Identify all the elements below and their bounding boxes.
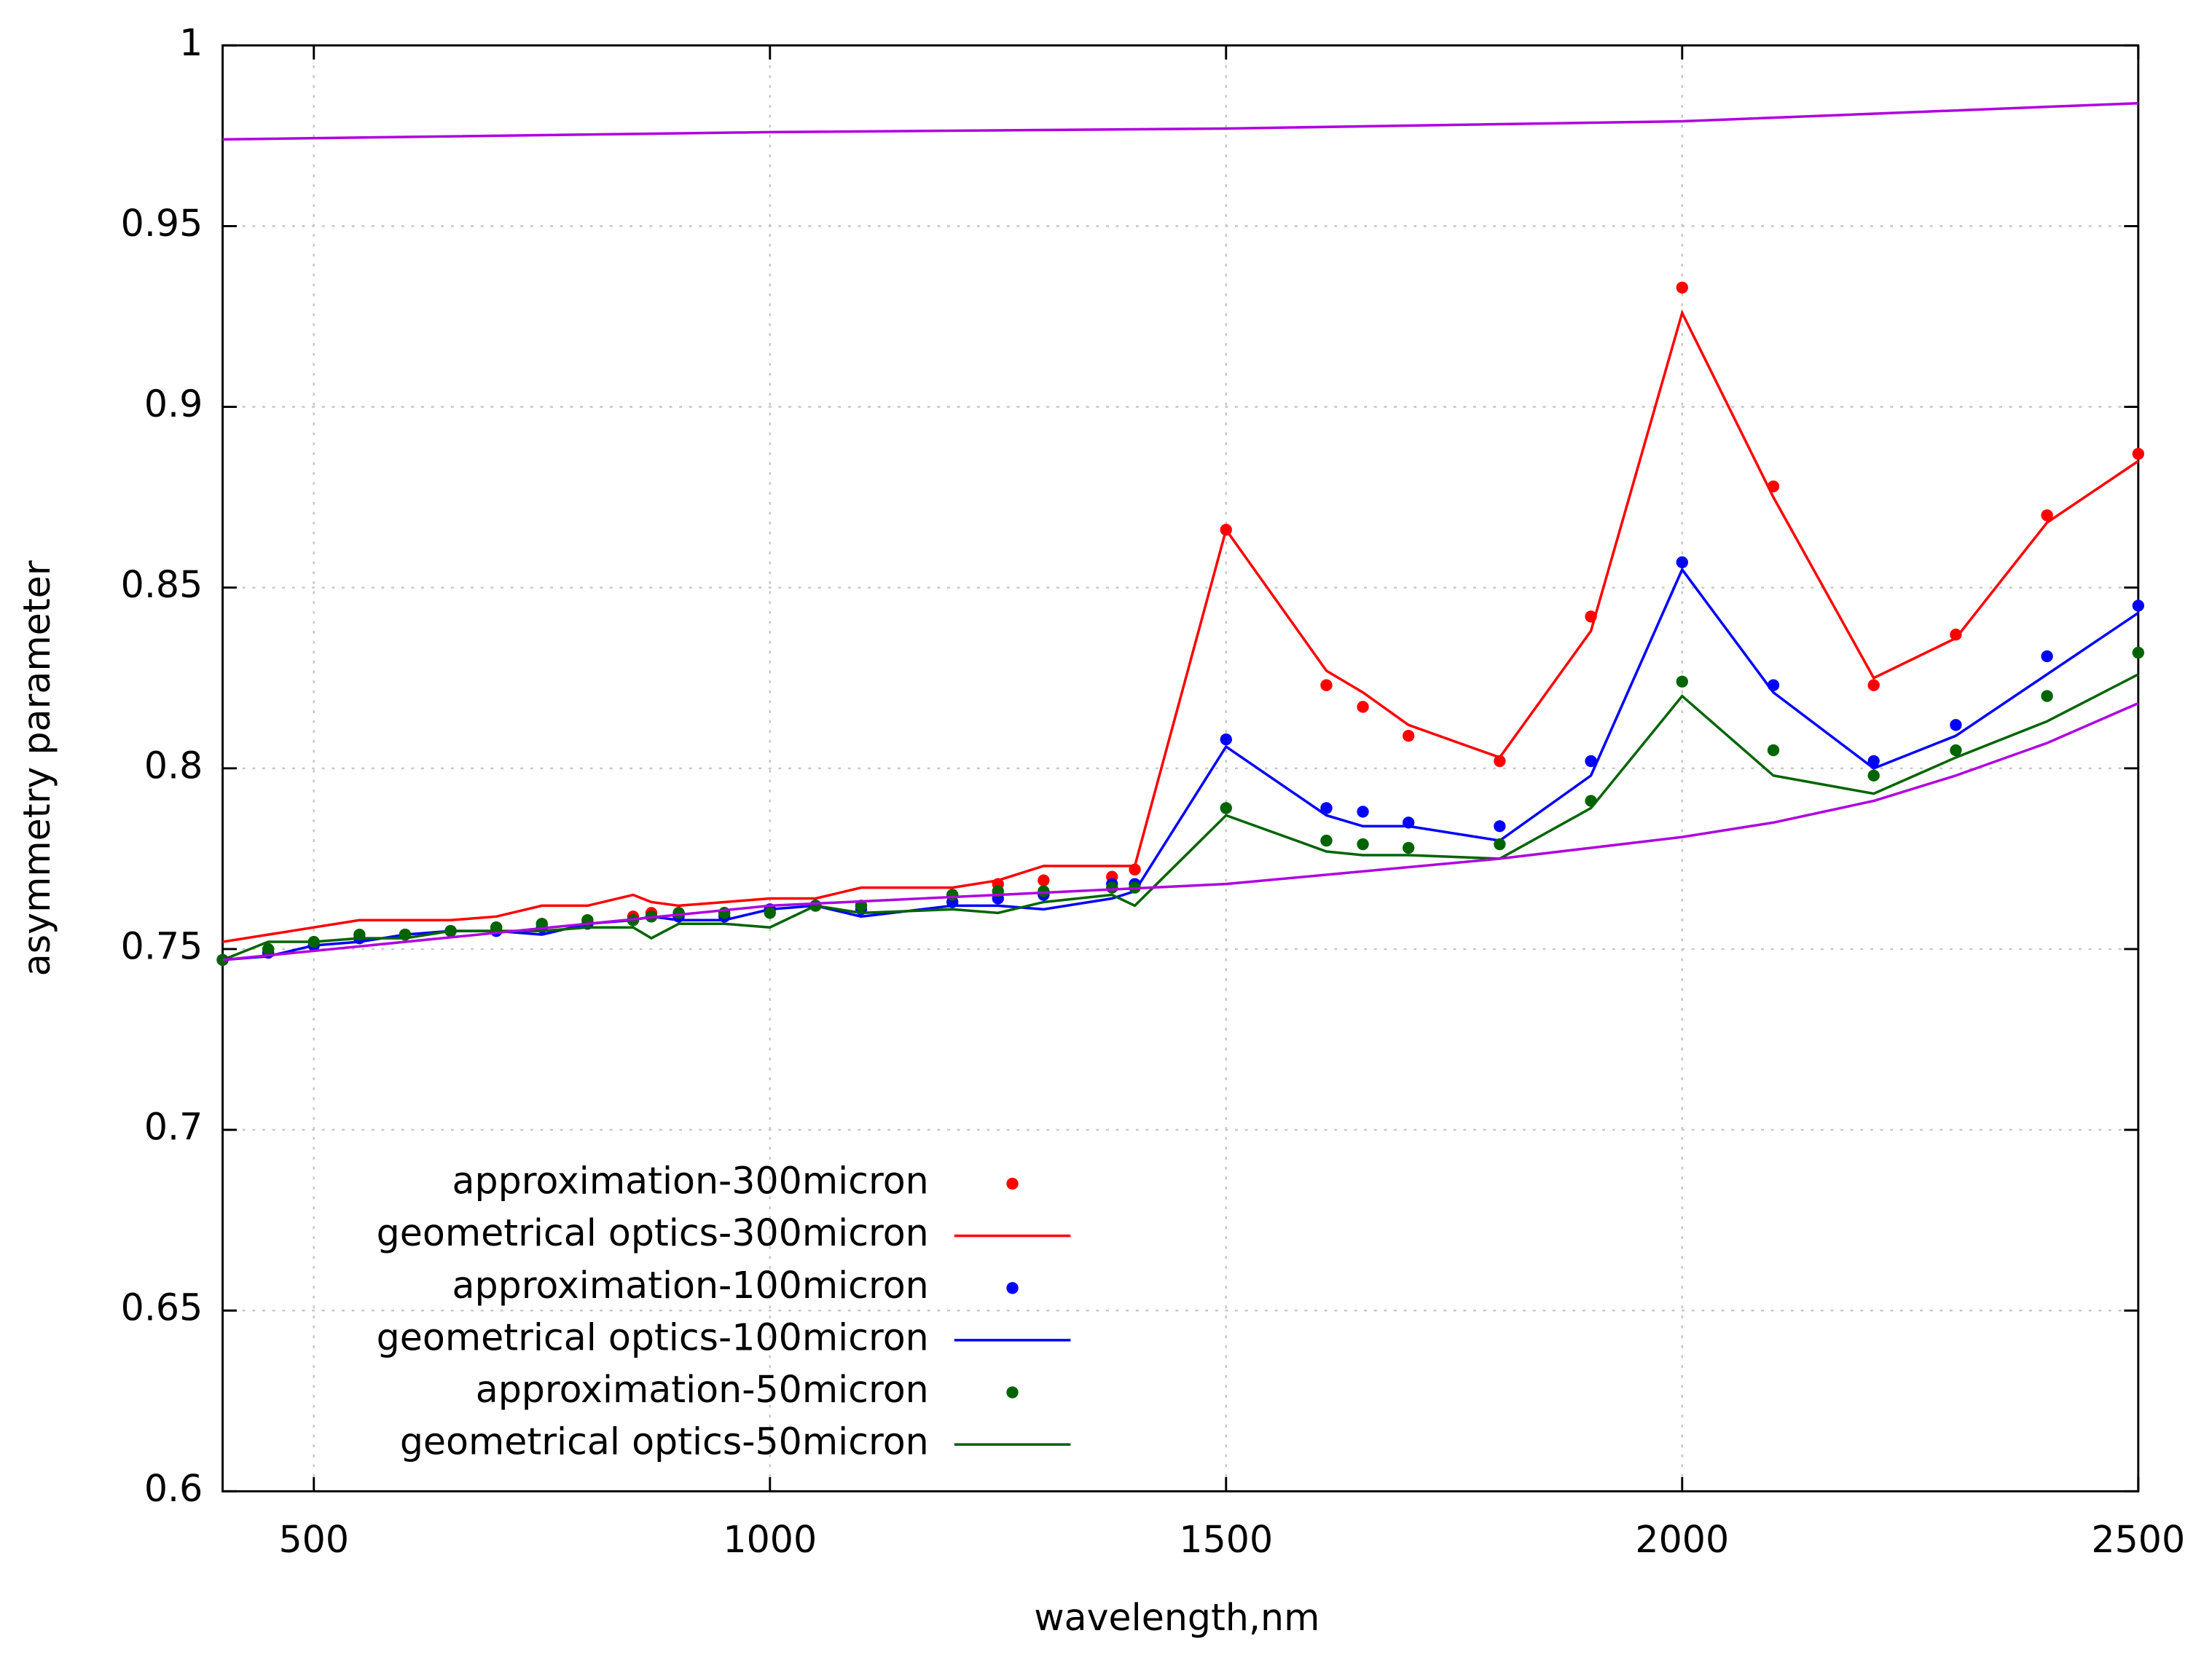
data-point [1357,701,1369,713]
series-line [221,673,2139,961]
y-tick-label: 0.8 [144,744,203,787]
data-point [2132,646,2144,659]
data-point [1950,719,1962,731]
x-tick-label: 500 [278,1518,349,1561]
data-point [1950,629,1962,641]
x-axis-label: wavelength,nm [1034,1596,1319,1639]
data-point [1950,744,1962,757]
data-point [946,889,959,901]
x-tick-label: 2000 [1635,1518,1729,1561]
data-point [672,907,685,919]
data-point [1220,802,1232,814]
data-point [2041,650,2053,663]
data-point [1038,885,1050,897]
legend-label: geometrical optics-300micron [377,1211,929,1254]
data-point [1357,806,1369,818]
data-point [1867,679,1880,691]
legend-label: approximation-50micron [476,1368,929,1411]
y-tick-label: 0.6 [144,1467,203,1510]
data-point [1403,841,1415,854]
plot-frame [221,44,2140,1492]
data-point [2041,509,2053,522]
series-line [222,701,2139,961]
y-tick-label: 0.95 [121,202,203,245]
legend-marker [1006,1177,1019,1190]
data-point [2132,447,2144,460]
data-point [1357,838,1369,851]
series-line [222,309,2139,943]
data-point [1585,795,1597,807]
data-point [1676,281,1688,294]
legend-label: geometrical optics-50micron [400,1420,929,1463]
data-point [1038,874,1050,886]
data-point [1867,755,1880,768]
y-tick-label: 0.9 [144,382,203,425]
data-point [1320,802,1333,814]
data-point [1106,881,1118,894]
data-point [1676,675,1688,688]
legend-label: geometrical optics-100micron [377,1315,929,1358]
data-point [1220,733,1232,746]
x-tick-label: 1000 [723,1518,817,1561]
y-tick-label: 1 [179,21,203,64]
data-point [2132,599,2144,612]
data-point [1767,744,1780,757]
data-point [1403,730,1415,742]
legend-label: approximation-100micron [452,1264,929,1307]
data-point [1494,755,1506,768]
data-point [1494,820,1506,833]
data-point [764,907,776,919]
data-point [1494,838,1506,851]
data-point [1320,834,1333,847]
series-line [222,567,2139,961]
data-point [1867,769,1880,782]
y-tick-label: 0.65 [121,1286,203,1329]
data-point [2041,690,2053,702]
x-tick-label: 2500 [2091,1518,2185,1561]
data-point [1676,556,1688,569]
y-tick-label: 0.75 [121,924,203,967]
legend-label: approximation-300micron [452,1160,929,1203]
y-tick-label: 0.85 [121,563,203,606]
data-point [1320,679,1333,691]
y-tick-label: 0.7 [144,1106,203,1149]
x-tick-label: 1500 [1179,1518,1273,1561]
series-line [222,101,2138,141]
y-axis-label: asymmetry parameter [15,560,58,976]
data-point [1585,755,1597,768]
legend-marker [1006,1282,1019,1294]
data-point [262,943,275,956]
legend-marker [1006,1386,1019,1399]
